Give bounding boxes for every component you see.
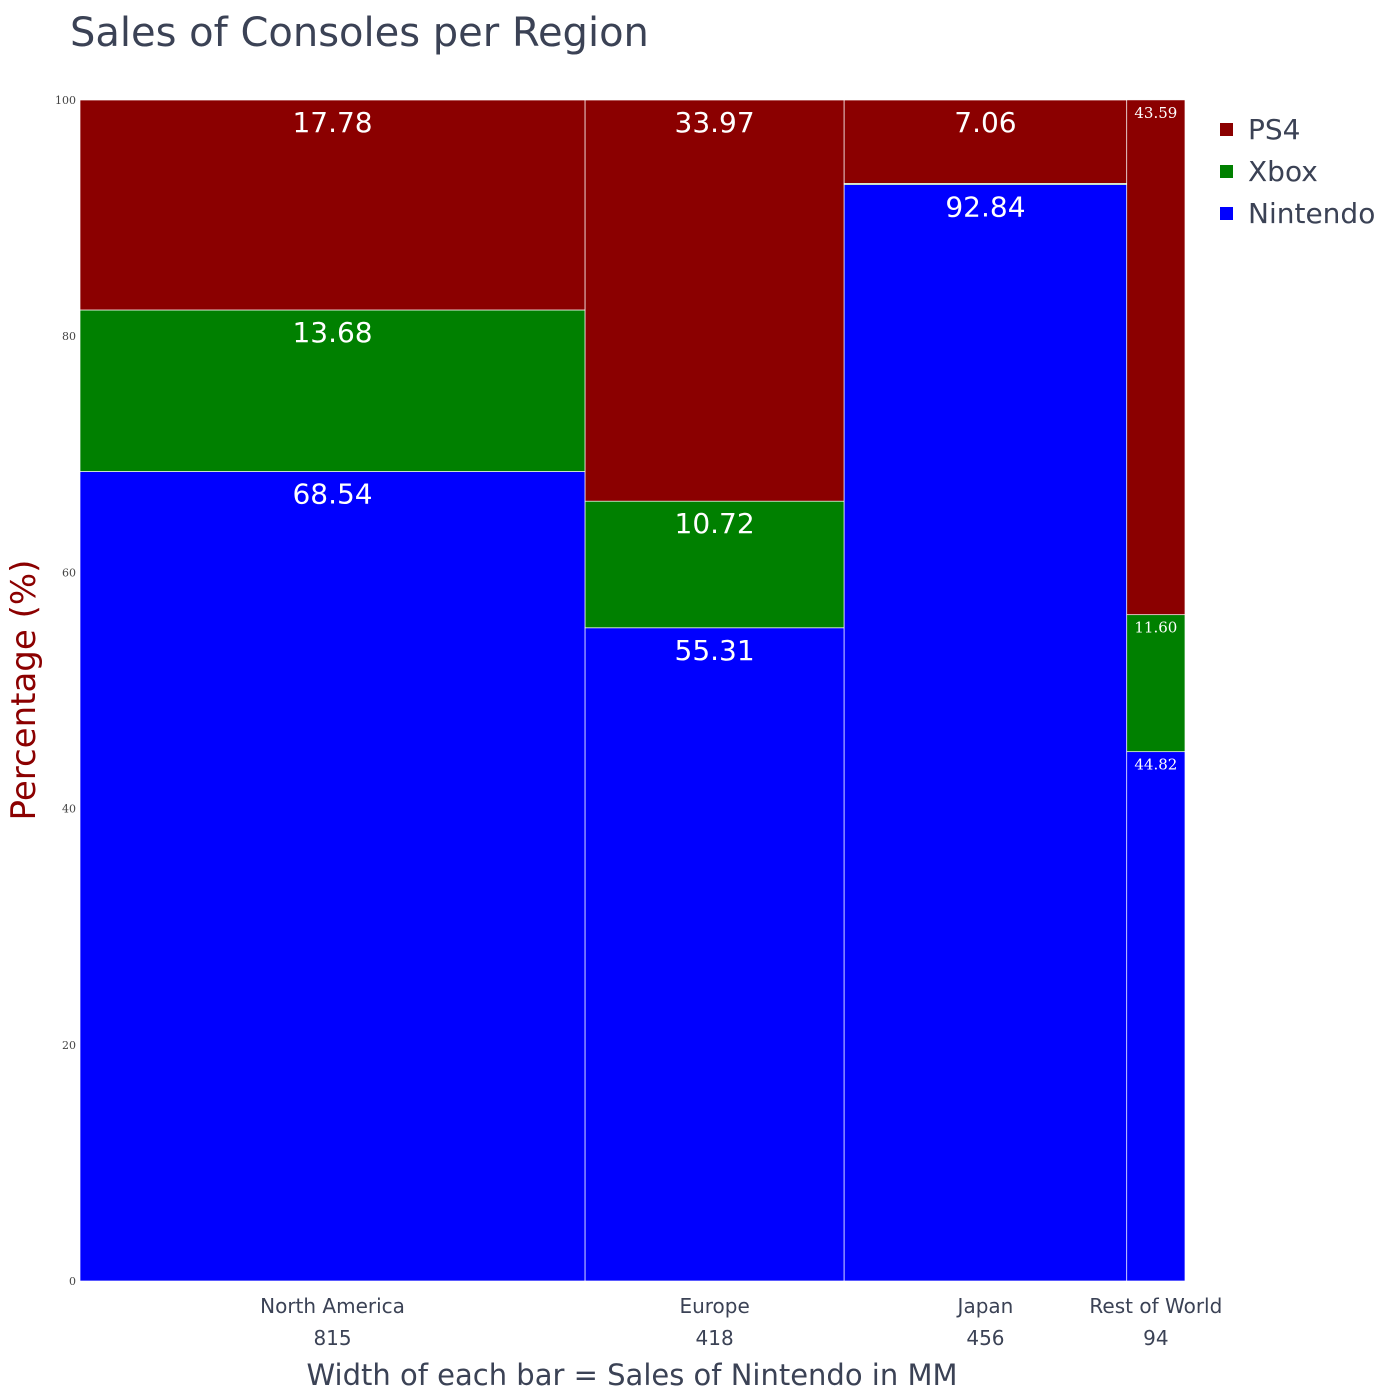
y-tick-label: 40 bbox=[62, 803, 76, 816]
y-tick-label: 0 bbox=[69, 1275, 76, 1288]
x-tick-width-rest-of-world: 94 bbox=[1143, 1326, 1168, 1350]
legend-swatch-xbox bbox=[1220, 164, 1233, 178]
bar-segment-nintendo-europe bbox=[584, 627, 845, 1282]
data-label-xbox-rest-of-world: 11.60 bbox=[1134, 619, 1177, 637]
data-label-nintendo-japan: 92.84 bbox=[945, 191, 1025, 224]
x-tick-label-north-america: North America bbox=[260, 1294, 405, 1318]
legend-label-ps4: PS4 bbox=[1248, 112, 1301, 146]
chart-title: Sales of Consoles per Region bbox=[70, 10, 649, 56]
legend-item-xbox[interactable]: Xbox bbox=[1220, 150, 1375, 192]
bar-segment-ps4-north-america bbox=[79, 99, 586, 311]
x-tick-width-japan: 456 bbox=[966, 1326, 1004, 1350]
legend-item-nintendo[interactable]: Nintendo bbox=[1220, 192, 1375, 234]
y-tick-label: 80 bbox=[62, 330, 76, 343]
data-label-nintendo-north-america: 68.54 bbox=[292, 478, 372, 511]
legend-label-nintendo: Nintendo bbox=[1248, 196, 1376, 230]
data-label-ps4-north-america: 17.78 bbox=[292, 106, 372, 139]
data-label-ps4-japan: 7.06 bbox=[954, 106, 1016, 139]
legend-swatch-nintendo bbox=[1220, 206, 1233, 220]
x-tick-label-japan: Japan bbox=[956, 1294, 1014, 1318]
x-tick-width-europe: 418 bbox=[696, 1326, 734, 1350]
y-tick-label: 20 bbox=[62, 1039, 76, 1052]
data-label-ps4-europe: 33.97 bbox=[675, 106, 755, 139]
x-tick-width-north-america: 815 bbox=[313, 1326, 351, 1350]
data-label-ps4-rest-of-world: 43.59 bbox=[1134, 104, 1177, 122]
bar-segment-nintendo-north-america bbox=[79, 471, 586, 1282]
data-label-nintendo-europe: 55.31 bbox=[675, 634, 755, 667]
legend: PS4 Xbox Nintendo bbox=[1220, 108, 1375, 234]
legend-swatch-ps4 bbox=[1220, 122, 1233, 136]
bar-segment-ps4-japan bbox=[843, 99, 1128, 184]
bar-segment-ps4-europe bbox=[584, 99, 845, 502]
x-tick-label-rest-of-world: Rest of World bbox=[1089, 1294, 1222, 1318]
x-tick-label-europe: Europe bbox=[679, 1294, 749, 1318]
y-tick-label: 60 bbox=[62, 566, 76, 579]
data-label-xbox-north-america: 13.68 bbox=[292, 316, 372, 349]
x-axis-title: Width of each bar = Sales of Nintendo in… bbox=[306, 1358, 958, 1392]
y-tick-label: 100 bbox=[55, 94, 76, 107]
bar-segment-ps4-rest-of-world bbox=[1126, 99, 1186, 616]
data-label-xbox-europe: 10.72 bbox=[675, 507, 755, 540]
bar-segment-nintendo-rest-of-world bbox=[1126, 751, 1186, 1282]
y-axis-title: Percentage (%) bbox=[4, 559, 44, 821]
legend-item-ps4[interactable]: PS4 bbox=[1220, 108, 1375, 150]
legend-label-xbox: Xbox bbox=[1248, 154, 1318, 188]
data-label-nintendo-rest-of-world: 44.82 bbox=[1134, 756, 1177, 774]
bar-segment-nintendo-japan bbox=[843, 184, 1128, 1282]
bar-segment-xbox-north-america bbox=[79, 309, 586, 472]
